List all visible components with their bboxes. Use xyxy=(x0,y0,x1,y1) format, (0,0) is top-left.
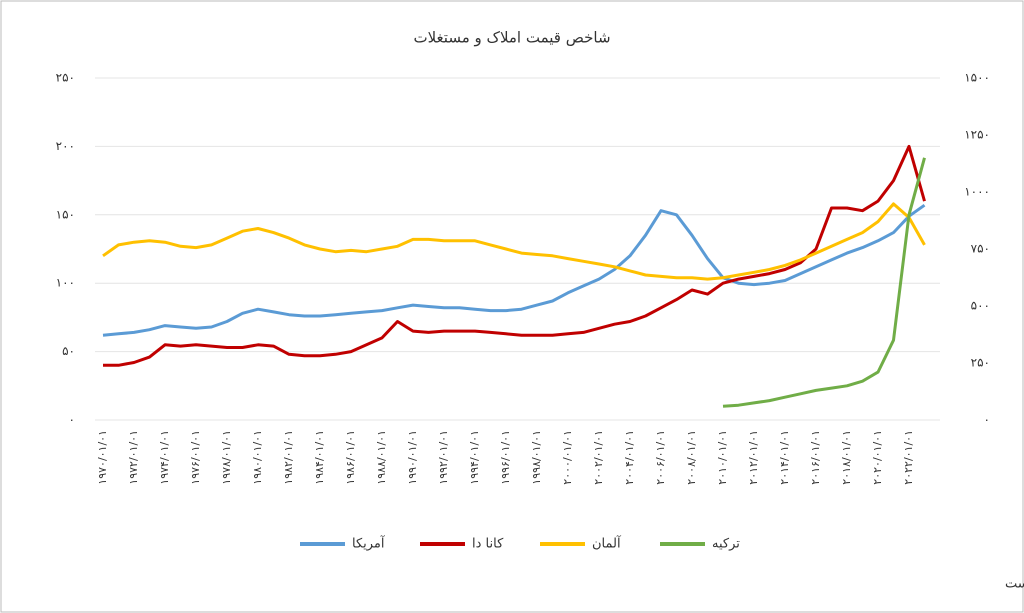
legend-label: آمریکا xyxy=(352,535,386,552)
x-tick-label: ۲۰۰۴/۰۱/۰۱ xyxy=(623,430,636,485)
y-tick-label: ۰ xyxy=(69,413,75,427)
x-tick-label: ۲۰۰۰/۰۱/۰۱ xyxy=(561,430,574,485)
x-tick-label: ۲۰۰۲/۰۱/۰۱ xyxy=(592,430,605,485)
legend-label: ترکیه xyxy=(712,537,740,552)
y-tick-label: ۱۵۰ xyxy=(56,207,75,221)
x-tick-label: ۱۹۹۶/۰۱/۰۱ xyxy=(499,430,512,485)
y-tick-label: ۲۰۰ xyxy=(56,139,75,153)
x-tick-label: ۱۹۹۸/۰۱/۰۱ xyxy=(530,430,543,485)
x-tick-label: ۱۹۷۴/۰۱/۰۱ xyxy=(158,430,171,485)
line-series xyxy=(103,144,926,367)
y-tick-label: ۱۰۰ xyxy=(56,276,75,290)
x-tick-label: ۱۹۷۰/۰۱/۰۱ xyxy=(96,430,109,485)
y2-tick-label: ۵۰۰ xyxy=(971,299,990,313)
x-tick-label: ۱۹۸۶/۰۱/۰۱ xyxy=(344,430,357,485)
x-tick-label: ۱۹۸۰/۰۱/۰۱ xyxy=(251,430,264,485)
x-tick-label: ۲۰۱۸/۰۱/۰۱ xyxy=(840,430,853,485)
x-tick-label: ۱۹۸۴/۰۱/۰۱ xyxy=(313,430,326,485)
y2-tick-label: ۱۵۰۰ xyxy=(964,71,990,85)
x-tick-label: ۱۹۷۶/۰۱/۰۱ xyxy=(189,430,202,485)
y2-tick-label: ۱۰۰۰ xyxy=(964,185,990,199)
line-series xyxy=(722,157,926,408)
y-tick-label: ۲۵۰ xyxy=(56,71,75,85)
legend-label: کانا دا xyxy=(472,537,504,552)
x-tick-label: ۲۰۱۶/۰۱/۰۱ xyxy=(809,430,822,485)
x-tick-label: ۱۹۸۸/۰۱/۰۱ xyxy=(375,430,388,485)
y2-tick-label: ۰ xyxy=(984,413,990,427)
x-tick-label: ۲۰۰۸/۰۱/۰۱ xyxy=(685,430,698,485)
x-tick-label: ۱۹۹۲/۰۱/۰۱ xyxy=(437,430,450,485)
chart-title: شاخص قیمت املاک و مستغلات xyxy=(413,29,610,47)
y2-tick-label: ۷۵۰ xyxy=(971,242,990,256)
x-tick-label: ۲۰۲۲/۰۱/۰۱ xyxy=(902,430,915,485)
y2-tick-label: ۱۲۵۰ xyxy=(964,128,990,142)
y-tick-label: ۵۰ xyxy=(62,344,75,358)
x-tick-label: ۱۹۹۰/۰۱/۰۱ xyxy=(406,430,419,485)
legend-label: آلمان xyxy=(592,535,622,552)
line-series xyxy=(102,203,926,337)
x-tick-label: ۱۹۷۲/۰۱/۰۱ xyxy=(127,430,140,485)
y2-tick-label: ۲۵۰ xyxy=(971,356,990,370)
x-tick-label: ۲۰۱۰/۰۱/۰۱ xyxy=(716,430,729,485)
x-tick-label: ۲۰۱۴/۰۱/۰۱ xyxy=(778,430,791,485)
x-tick-label: ۲۰۱۲/۰۱/۰۱ xyxy=(747,430,760,485)
x-tick-label: ۱۹۹۴/۰۱/۰۱ xyxy=(468,430,481,485)
x-tick-label: ۱۹۸۲/۰۱/۰۱ xyxy=(282,430,295,485)
x-tick-label: ۱۹۷۸/۰۱/۰۱ xyxy=(220,430,233,485)
caption: شاخص قیمت املاک و مستغلات: محور عمودی سم… xyxy=(1005,575,1024,592)
x-tick-label: ۲۰۲۰/۰۱/۰۱ xyxy=(871,430,884,485)
x-tick-label: ۲۰۰۶/۰۱/۰۱ xyxy=(654,430,667,485)
line-series xyxy=(102,202,926,281)
